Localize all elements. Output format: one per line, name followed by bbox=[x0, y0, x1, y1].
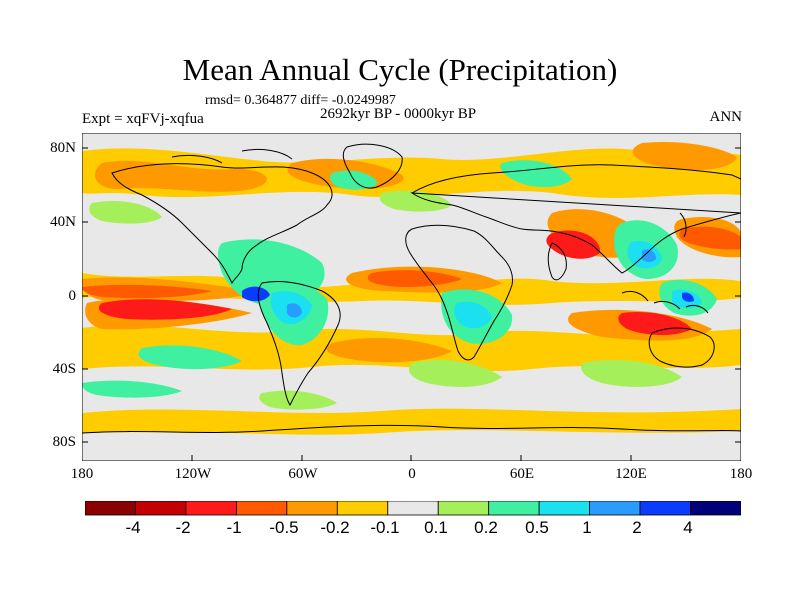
colorbar-label: -1 bbox=[226, 518, 242, 537]
colorbar-swatch bbox=[336, 501, 389, 516]
season-label: ANN bbox=[709, 109, 743, 125]
colorbar-label: -0.1 bbox=[370, 518, 400, 537]
colorbar-swatch bbox=[488, 501, 540, 516]
experiment-label: Expt = xqFVj-xqfua bbox=[82, 111, 204, 127]
colorbar-label: -4 bbox=[125, 518, 141, 537]
colorbar-swatch bbox=[185, 501, 237, 516]
lat-label-40n: 40N bbox=[50, 214, 76, 230]
lat-label-80s: 80S bbox=[52, 434, 76, 450]
lon-label-120e: 120E bbox=[615, 466, 647, 482]
colorbar-label: 0.2 bbox=[474, 518, 498, 537]
coastlines bbox=[82, 143, 741, 434]
lon-label-60e: 60E bbox=[509, 466, 535, 482]
colorbar-label: 2 bbox=[632, 518, 642, 537]
colorbar-swatch bbox=[286, 501, 338, 516]
colorbar-swatch bbox=[235, 501, 288, 516]
precipitation-map bbox=[82, 133, 741, 461]
lon-ticks bbox=[191, 455, 632, 461]
colorbar-label: 4 bbox=[683, 518, 693, 537]
colorbar bbox=[85, 501, 741, 516]
lon-label-120w: 120W bbox=[174, 466, 212, 482]
lon-label-180w: 180 bbox=[70, 466, 94, 482]
lat-label-0: 0 bbox=[68, 288, 77, 304]
colorbar-label: 0.1 bbox=[424, 518, 448, 537]
colorbar-swatch bbox=[589, 501, 641, 516]
chart-title: Mean Annual Cycle (Precipitation) bbox=[182, 52, 618, 87]
stats-text: rmsd= 0.364877 diff= -0.0249987 bbox=[205, 93, 396, 108]
colorbar-label: 1 bbox=[582, 518, 592, 537]
lon-label-180e: 180 bbox=[729, 466, 753, 482]
period-text: 2692kyr BP - 0000kyr BP bbox=[320, 106, 477, 122]
colorbar-swatch bbox=[538, 501, 591, 516]
colorbar-swatch bbox=[639, 501, 691, 516]
colorbar-swatch bbox=[387, 501, 439, 516]
lat-label-80n: 80N bbox=[50, 140, 76, 156]
colorbar-swatch bbox=[690, 501, 741, 516]
anomaly-fields bbox=[82, 141, 741, 435]
colorbar-swatch bbox=[437, 501, 490, 516]
colorbar-label: -2 bbox=[175, 518, 191, 537]
colorbar-label: -0.5 bbox=[269, 518, 299, 537]
lon-label-0: 0 bbox=[408, 466, 416, 482]
colorbar-label: 0.5 bbox=[525, 518, 549, 537]
colorbar-swatch bbox=[135, 501, 187, 516]
colorbar-swatch bbox=[85, 501, 136, 516]
lat-label-40s: 40S bbox=[52, 361, 76, 377]
lat-ticks bbox=[82, 147, 741, 443]
lon-label-60w: 60W bbox=[288, 466, 318, 482]
colorbar-label: -0.2 bbox=[320, 518, 350, 537]
